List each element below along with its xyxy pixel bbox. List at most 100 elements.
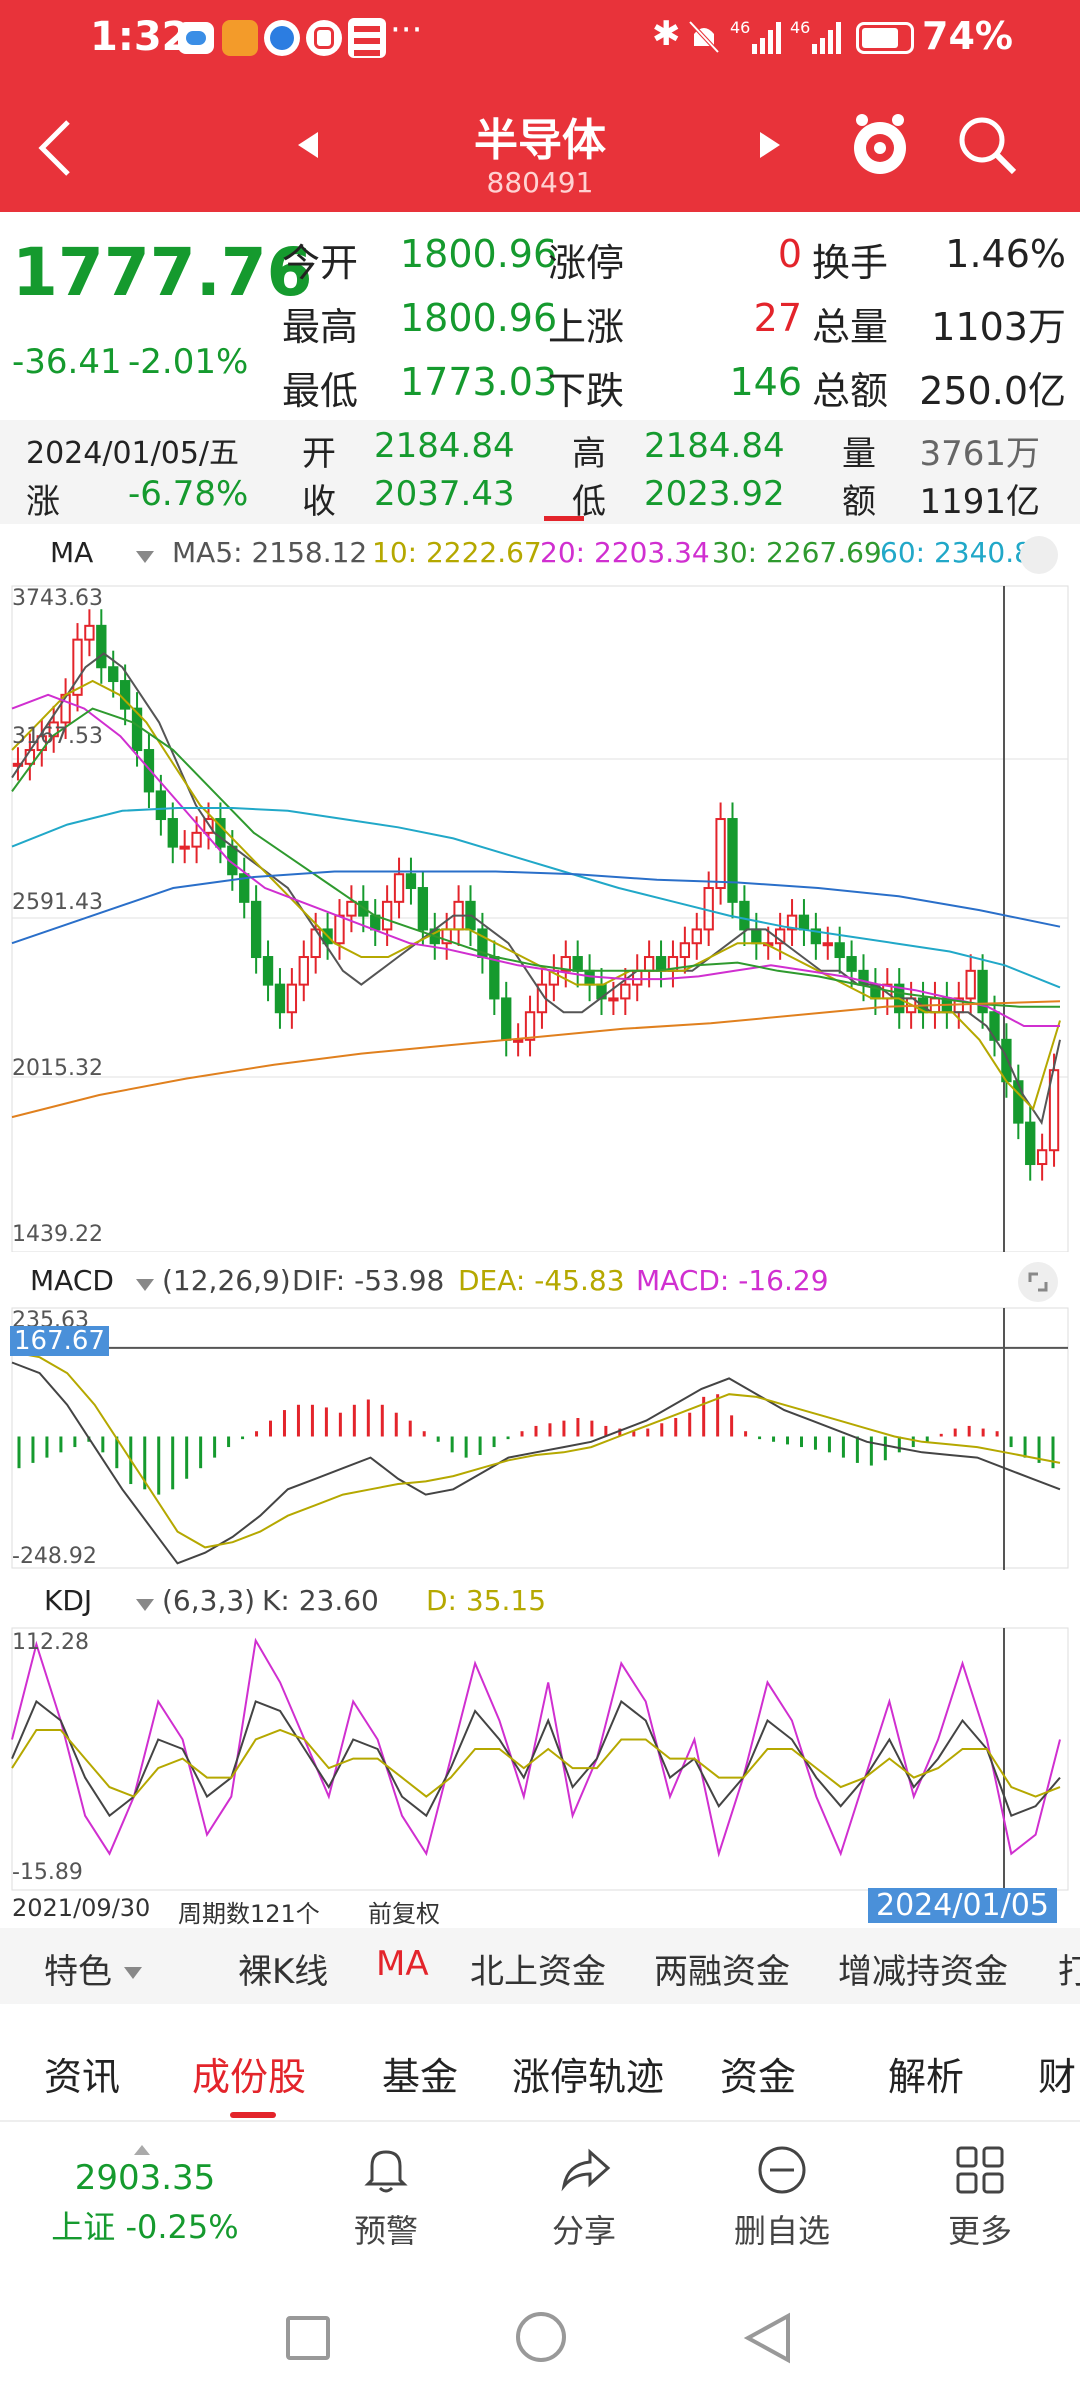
alert-button[interactable]: 预警 bbox=[316, 2142, 456, 2252]
next-stock-icon[interactable] bbox=[758, 130, 782, 160]
candle-body bbox=[417, 887, 429, 931]
bar-open: 2184.84 bbox=[374, 426, 515, 466]
kdj-chart[interactable] bbox=[0, 1626, 1080, 1892]
home-icon[interactable] bbox=[516, 2312, 566, 2362]
tab-analysis[interactable]: 解析 bbox=[888, 2055, 965, 2099]
signal-label-1: 46 bbox=[730, 18, 751, 37]
search-icon[interactable] bbox=[956, 114, 1020, 178]
candle-body bbox=[1013, 1080, 1024, 1124]
candle-body bbox=[1025, 1121, 1036, 1166]
tab-capital[interactable]: 资金 bbox=[720, 2055, 797, 2099]
bar-vol-label: 量 bbox=[842, 434, 876, 474]
macd-chart[interactable] bbox=[0, 1306, 1080, 1570]
low-marker bbox=[544, 516, 584, 521]
bottom-toolbar: 2903.35 上证 -0.25% 预警 分享 删自选 更多 bbox=[0, 2122, 1080, 2272]
chevron-down-icon[interactable] bbox=[136, 1276, 154, 1291]
chevron-down-icon[interactable] bbox=[136, 548, 154, 563]
prev-stock-icon[interactable] bbox=[296, 130, 320, 160]
system-nav-bar bbox=[0, 2272, 1080, 2400]
recent-apps-icon[interactable] bbox=[286, 2316, 330, 2360]
k-line bbox=[11, 1699, 1061, 1818]
turnover-value: 1.46% bbox=[945, 232, 1066, 276]
y-tick-2: 3167.53 bbox=[12, 724, 103, 749]
low-label: 最低 bbox=[282, 369, 359, 413]
y-tick-3: 2591.43 bbox=[12, 890, 103, 915]
ohlc-strip: 2024/01/05/五 涨 -6.78% 开 2184.84 收 2037.4… bbox=[0, 420, 1080, 524]
candle-body bbox=[108, 666, 119, 683]
price-change-pct: -2.01% bbox=[128, 342, 249, 382]
tab-news[interactable]: 资讯 bbox=[44, 2055, 121, 2099]
bar-high: 2184.84 bbox=[644, 426, 785, 466]
bluetooth-icon: ✱ bbox=[652, 14, 681, 54]
back-nav-icon[interactable] bbox=[743, 2312, 792, 2364]
rising-label: 上涨 bbox=[548, 305, 625, 349]
chevron-down-icon[interactable] bbox=[124, 1964, 142, 1979]
price-change: -36.41 bbox=[12, 342, 122, 382]
tab-holding[interactable]: 增减持资金 bbox=[838, 1952, 1008, 1992]
back-icon[interactable] bbox=[36, 118, 76, 178]
open-value: 1800.96 bbox=[400, 232, 558, 276]
macd-dif: DIF: -53.98 bbox=[292, 1264, 445, 1297]
amount-label: 总额 bbox=[812, 369, 889, 413]
more-button[interactable]: 更多 bbox=[910, 2142, 1050, 2252]
macd-tick-3: -248.92 bbox=[12, 1544, 97, 1569]
candle-body bbox=[703, 887, 714, 931]
bar-amt-label: 额 bbox=[842, 482, 876, 522]
candle-body bbox=[179, 845, 190, 850]
share-button[interactable]: 分享 bbox=[514, 2142, 654, 2252]
tab-margin[interactable]: 两融资金 bbox=[654, 1952, 790, 1992]
candle-body bbox=[643, 956, 655, 972]
candle-body bbox=[608, 997, 619, 1002]
kdj-params: (6,3,3) bbox=[162, 1584, 256, 1617]
y-tick-1: 3743.63 bbox=[12, 586, 103, 611]
ma60-line bbox=[11, 807, 1061, 989]
bell-icon bbox=[364, 2150, 408, 2193]
ma10-line bbox=[11, 679, 1061, 1111]
remove-watchlist-button[interactable]: 删自选 bbox=[712, 2142, 852, 2252]
assistant-icon[interactable] bbox=[848, 110, 912, 180]
candle-body bbox=[239, 873, 250, 903]
candle-body bbox=[846, 956, 857, 972]
candle-body bbox=[131, 707, 143, 752]
ma250-line bbox=[11, 1000, 1061, 1119]
candle-body bbox=[620, 983, 631, 1000]
tab-fund[interactable]: 基金 bbox=[382, 2055, 459, 2099]
bar-change-label: 涨 bbox=[26, 482, 60, 522]
candle-body bbox=[96, 624, 107, 669]
tab-feature[interactable]: 特色 bbox=[44, 1952, 112, 1992]
adjust-mode[interactable]: 前复权 bbox=[368, 1900, 440, 1928]
candle-body bbox=[1036, 1149, 1048, 1166]
expand-icon[interactable] bbox=[1018, 1262, 1058, 1302]
signal-icon bbox=[734, 20, 784, 56]
candle-body bbox=[572, 956, 583, 972]
low-value: 1773.03 bbox=[400, 360, 558, 404]
kdj-indicator-name[interactable]: KDJ bbox=[44, 1584, 93, 1617]
tab-constituents[interactable]: 成份股 bbox=[192, 2055, 307, 2099]
ma-indicator-name[interactable]: MA bbox=[50, 536, 94, 569]
chart-settings-icon[interactable] bbox=[1020, 536, 1058, 574]
stock-code: 880491 bbox=[486, 166, 594, 199]
more-label: 更多 bbox=[947, 2212, 1012, 2250]
macd-indicator-name[interactable]: MACD bbox=[30, 1264, 114, 1297]
falling-label: 下跌 bbox=[548, 369, 625, 413]
ma30-value: 30: 2267.69 bbox=[712, 536, 882, 569]
browser-icon bbox=[264, 20, 300, 56]
battery-icon bbox=[856, 22, 914, 54]
cursor-date: 2024/01/05 bbox=[868, 1888, 1057, 1923]
tab-limit-track[interactable]: 涨停轨迹 bbox=[512, 2055, 665, 2099]
candle-body bbox=[1001, 1038, 1012, 1083]
start-date: 2021/09/30 bbox=[12, 1894, 151, 1922]
tab-ma[interactable]: MA bbox=[376, 1944, 429, 1984]
tab-northbound[interactable]: 北上资金 bbox=[470, 1952, 606, 1992]
kline-chart[interactable] bbox=[0, 584, 1080, 1252]
tab-finance[interactable]: 财 bbox=[1038, 2055, 1077, 2099]
candle-body bbox=[381, 900, 393, 931]
tab-more[interactable]: 打 bbox=[1058, 1952, 1080, 1992]
chevron-down-icon[interactable] bbox=[136, 1596, 154, 1611]
tab-plain-k[interactable]: 裸K线 bbox=[238, 1952, 329, 1992]
macd-params: (12,26,9) bbox=[162, 1264, 291, 1297]
candle-body bbox=[751, 928, 762, 945]
index-value[interactable]: 2903.35 bbox=[74, 2158, 216, 2198]
index-label[interactable]: 上证 -0.25% bbox=[51, 2208, 239, 2246]
weather-icon bbox=[178, 22, 214, 54]
